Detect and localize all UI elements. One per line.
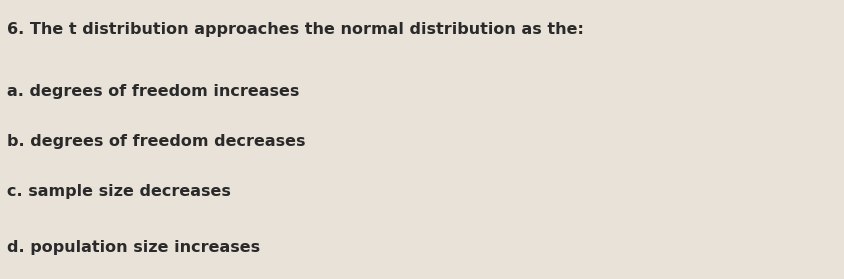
Text: c. sample size decreases: c. sample size decreases: [7, 184, 230, 199]
Text: a. degrees of freedom increases: a. degrees of freedom increases: [7, 84, 299, 99]
Text: d. population size increases: d. population size increases: [7, 240, 260, 255]
Text: b. degrees of freedom decreases: b. degrees of freedom decreases: [7, 134, 306, 149]
Text: 6. The t distribution approaches the normal distribution as the:: 6. The t distribution approaches the nor…: [7, 22, 584, 37]
